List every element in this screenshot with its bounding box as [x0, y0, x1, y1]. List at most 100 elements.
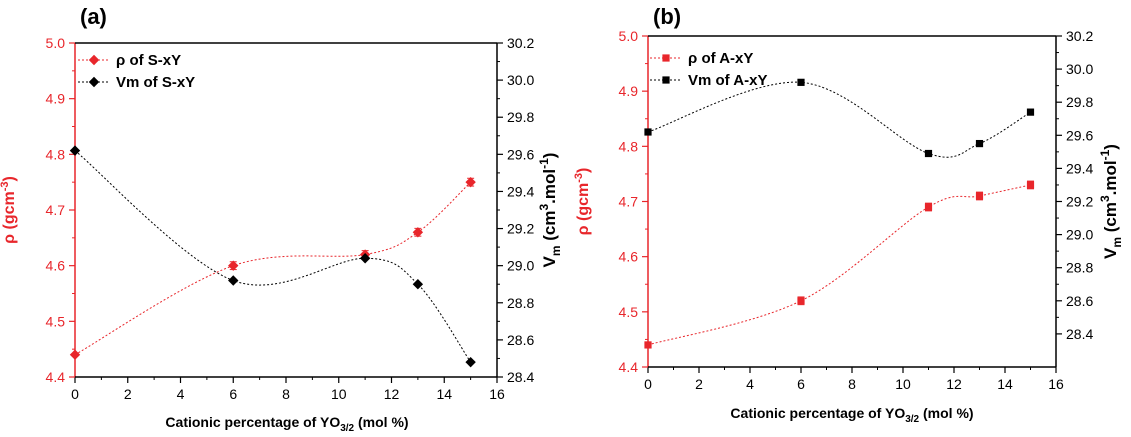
y-right-title-close: ): [1101, 144, 1120, 150]
legend-label: ρ of A-xY: [688, 50, 753, 67]
data-point: [644, 128, 652, 136]
series-line: [74, 150, 472, 363]
y-left-tick-label: 4.8: [46, 146, 66, 162]
data-point: [412, 279, 424, 290]
series-rho: [69, 176, 476, 360]
x-tick-label: 4: [746, 376, 754, 392]
y-right-tick-label: 29.8: [507, 109, 534, 125]
x-axis-title-sub: 3/2: [340, 423, 354, 434]
data-point: [1026, 181, 1035, 189]
y-left-axis-title: ρ (gcm-3): [573, 168, 592, 236]
y-right-tick-label: 29.2: [1066, 194, 1093, 210]
y-right-title-supm1: -1: [537, 158, 551, 169]
y-right-tick-label: 28.4: [507, 369, 534, 385]
x-tick-label: 0: [71, 386, 79, 402]
data-point: [1026, 108, 1035, 116]
x-tick-label: 2: [695, 376, 703, 392]
panel-label: (b): [653, 4, 681, 29]
y-right-tick-label: 28.8: [507, 295, 534, 311]
y-right-title-m: m: [1110, 237, 1124, 248]
y-left-title-sup: -3: [573, 173, 585, 183]
y-left-tick-label: 5.0: [46, 35, 66, 51]
x-tick-label: 14: [997, 376, 1013, 392]
y-right-title-mid: .mol: [540, 169, 559, 204]
series-rho: [644, 180, 1035, 349]
y-left-tick-label: 4.9: [46, 91, 66, 107]
x-tick-label: 6: [229, 386, 237, 402]
y-right-tick-label: 29.6: [1066, 127, 1093, 143]
y-right-title-v: V: [1101, 247, 1120, 259]
x-tick-label: 10: [331, 386, 347, 402]
y-left-title-main: ρ (gcm: [575, 183, 592, 236]
y-right-title-v: V: [540, 255, 559, 267]
data-point: [69, 145, 81, 156]
y-left-tick-label: 4.4: [619, 359, 639, 375]
data-point: [975, 192, 984, 200]
y-left-tick-label: 5.0: [619, 28, 639, 44]
x-axis-title: Cationic percentage of YO3/2 (mol %): [730, 405, 973, 425]
series-vm: [69, 145, 476, 368]
legend-entry: Vm of S-xY: [78, 74, 195, 91]
legend-label: Vm of S-xY: [116, 74, 195, 91]
data-point: [69, 349, 81, 360]
data-point: [975, 139, 984, 148]
data-point: [228, 260, 239, 271]
y-right-tick-label: 30.0: [1066, 61, 1093, 77]
y-right-title-open: (cm: [540, 211, 559, 246]
y-left-tick-label: 4.6: [619, 249, 639, 265]
legend-entry: ρ of A-xY: [650, 50, 753, 67]
y-right-tick-label: 29.0: [507, 258, 534, 274]
x-axis-title-tail: (mol %): [354, 414, 408, 430]
y-left-tick-label: 4.8: [619, 138, 639, 154]
data-point: [465, 356, 476, 368]
y-right-tick-label: 29.0: [1066, 227, 1093, 243]
y-right-title-mid: .mol: [1101, 160, 1120, 195]
x-tick-label: 2: [124, 386, 132, 402]
y-left-title-main: ρ (gcm: [1, 191, 18, 244]
data-point: [465, 176, 476, 188]
y-left-tick-label: 4.4: [46, 369, 66, 385]
legend-entry: ρ of S-xY: [78, 52, 181, 69]
y-right-title-close: ): [540, 153, 559, 159]
series-line: [647, 81, 1031, 158]
y-right-tick-label: 29.2: [507, 221, 534, 237]
series-vm: [644, 78, 1035, 158]
y-left-title-sup: -3: [0, 181, 11, 191]
x-tick-label: 16: [489, 386, 505, 402]
y-left-title-tail: ): [1, 176, 18, 181]
x-axis-title-main: Cationic percentage of YO: [165, 414, 340, 430]
legend-label: ρ of S-xY: [116, 52, 181, 69]
x-tick-label: 12: [946, 376, 962, 392]
y-right-tick-label: 28.4: [1066, 326, 1093, 342]
y-left-tick-label: 4.9: [619, 83, 639, 99]
y-left-tick-label: 4.7: [619, 194, 639, 210]
chart-panel-a: (a) 0 2 4 6 8 10 12 14 16 4.4 4.5 4.6 4.7 4.8 4.9 5.0 28.…: [0, 4, 563, 434]
y-left-title-tail: ): [575, 168, 592, 173]
legend-marker: [662, 54, 670, 62]
legend-label: Vm of A-xY: [688, 72, 767, 89]
y-right-tick-label: 30.0: [507, 72, 534, 88]
y-right-title-open: (cm: [1101, 202, 1120, 237]
y-right-title-m: m: [549, 245, 563, 256]
x-tick-label: 6: [797, 376, 805, 392]
data-point: [359, 253, 371, 264]
panel-label: (a): [80, 4, 107, 29]
data-point: [228, 275, 239, 286]
y-right-title-sup3: 3: [1098, 195, 1112, 202]
y-right-title-supm1: -1: [1098, 149, 1112, 160]
legend-marker: [88, 76, 100, 88]
data-point: [924, 149, 933, 158]
x-tick-label: 12: [384, 386, 400, 402]
data-point: [797, 78, 805, 86]
legend-entry: Vm of A-xY: [650, 72, 767, 89]
y-right-axis-title: Vm (cm3.mol-1): [537, 153, 563, 268]
y-right-tick-label: 30.2: [507, 35, 534, 51]
x-tick-label: 8: [848, 376, 856, 392]
y-right-tick-label: 29.4: [507, 183, 534, 199]
x-tick-label: 0: [644, 376, 652, 392]
x-tick-label: 8: [282, 386, 290, 402]
x-axis-title-tail: (mol %): [919, 405, 973, 421]
y-right-tick-label: 28.6: [1066, 293, 1093, 309]
